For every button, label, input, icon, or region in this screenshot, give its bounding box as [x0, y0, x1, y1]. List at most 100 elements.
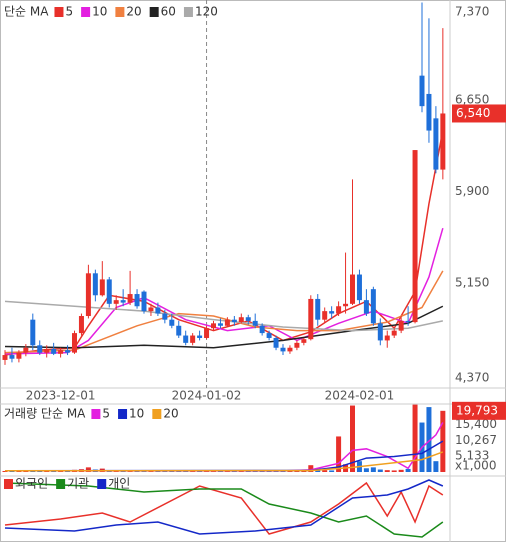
legend-label: 외국인: [15, 477, 48, 491]
x-tick-label: 2024-01-02: [172, 389, 242, 403]
x-tick-label: 2023-12-01: [26, 389, 96, 403]
candle-body: [9, 355, 15, 359]
candle-body: [141, 291, 147, 312]
candle-body: [287, 347, 293, 352]
y-tick-label: 10,267: [455, 433, 497, 447]
y-tick-label: 5,150: [455, 276, 489, 290]
legend-label: 120: [195, 5, 218, 19]
candle-body: [329, 311, 335, 314]
legend-title: 단순 MA: [4, 5, 49, 19]
legend-swatch: [152, 409, 162, 419]
line: [4, 482, 444, 538]
candle-body: [155, 307, 161, 314]
candle-body: [308, 298, 314, 340]
candle-body: [238, 317, 244, 323]
y-tick-label: 5,900: [455, 184, 489, 198]
candle-body: [134, 294, 140, 307]
candle-body: [315, 298, 321, 320]
candle-body: [65, 350, 71, 353]
volume-bar: [16, 471, 22, 472]
candle-body: [273, 337, 279, 348]
candle-body: [440, 113, 446, 170]
line: [4, 451, 444, 472]
candle-body: [197, 335, 203, 338]
legend-label: 60: [161, 5, 176, 19]
legend-label: 기관: [67, 477, 89, 491]
candle-body: [412, 150, 418, 323]
legend-swatch: [149, 7, 159, 17]
candle-body: [252, 320, 258, 326]
volume-bar: [51, 471, 57, 472]
y-tick-label: 6,650: [455, 93, 489, 107]
candle-body: [16, 352, 22, 359]
legend-label: 개인: [108, 477, 130, 491]
candle-body: [301, 339, 307, 343]
line: [4, 481, 444, 535]
volume-bar: [412, 404, 418, 472]
candle-body: [176, 325, 182, 336]
legend-swatch: [4, 479, 13, 489]
last-price-label: 6,540: [456, 106, 490, 120]
candle-body: [30, 319, 36, 346]
candle-body: [363, 300, 369, 314]
legend-swatch: [115, 7, 125, 17]
volume-bar: [363, 468, 369, 472]
candle-body: [162, 313, 168, 320]
y-tick-label: 15,400: [455, 417, 497, 431]
volume-bar: [301, 471, 307, 472]
candle-body: [85, 273, 91, 317]
candle-body: [350, 274, 355, 304]
volume-bar: [322, 470, 328, 472]
candle-body: [183, 335, 189, 343]
candle-body: [72, 333, 77, 353]
x-tick-label: 2024-02-01: [325, 389, 395, 403]
legend-swatch: [91, 409, 101, 419]
price-plot: [2, 0, 446, 388]
candle-body: [259, 325, 265, 334]
volume-bar: [398, 469, 404, 472]
candle-body: [204, 328, 210, 338]
legend-label: 20: [126, 5, 141, 19]
line: [4, 300, 444, 332]
volume-bar: [85, 467, 91, 472]
line: [4, 227, 444, 355]
line: [4, 422, 444, 472]
legend-label: 5: [65, 5, 73, 19]
y-tick-label: 5,133: [455, 449, 489, 463]
candle-body: [44, 348, 50, 353]
volume-bar: [405, 468, 411, 472]
candle-body: [266, 333, 272, 338]
candle-body: [120, 300, 126, 303]
candle-body: [405, 320, 411, 323]
candle-body: [384, 335, 390, 341]
volume-bar: [391, 470, 397, 472]
candle-body: [336, 306, 342, 314]
candle-body: [245, 317, 251, 321]
candle-body: [224, 319, 230, 326]
candle-body: [433, 118, 439, 170]
candle-body: [356, 274, 362, 301]
volume-bar: [377, 469, 383, 472]
candle-body: [106, 279, 112, 304]
volume-bar: [287, 471, 293, 472]
candle-body: [280, 347, 286, 352]
candle-body: [217, 323, 223, 326]
legend-label: 10: [92, 5, 107, 19]
candle-body: [370, 289, 376, 324]
candle-body: [58, 350, 64, 354]
legend-swatch: [183, 7, 193, 17]
candle-body: [113, 300, 119, 304]
volume-bar: [336, 436, 342, 472]
candle-body: [148, 307, 154, 312]
candle-body: [322, 311, 328, 320]
candle-body: [343, 303, 349, 307]
candle-body: [99, 279, 105, 296]
last-volume-box: [452, 401, 506, 420]
candle-body: [398, 320, 404, 331]
volume-bar: [9, 471, 15, 472]
line: [4, 440, 444, 472]
candle-body: [426, 93, 432, 131]
candle-body: [294, 342, 300, 348]
legend-swatch: [97, 479, 107, 489]
